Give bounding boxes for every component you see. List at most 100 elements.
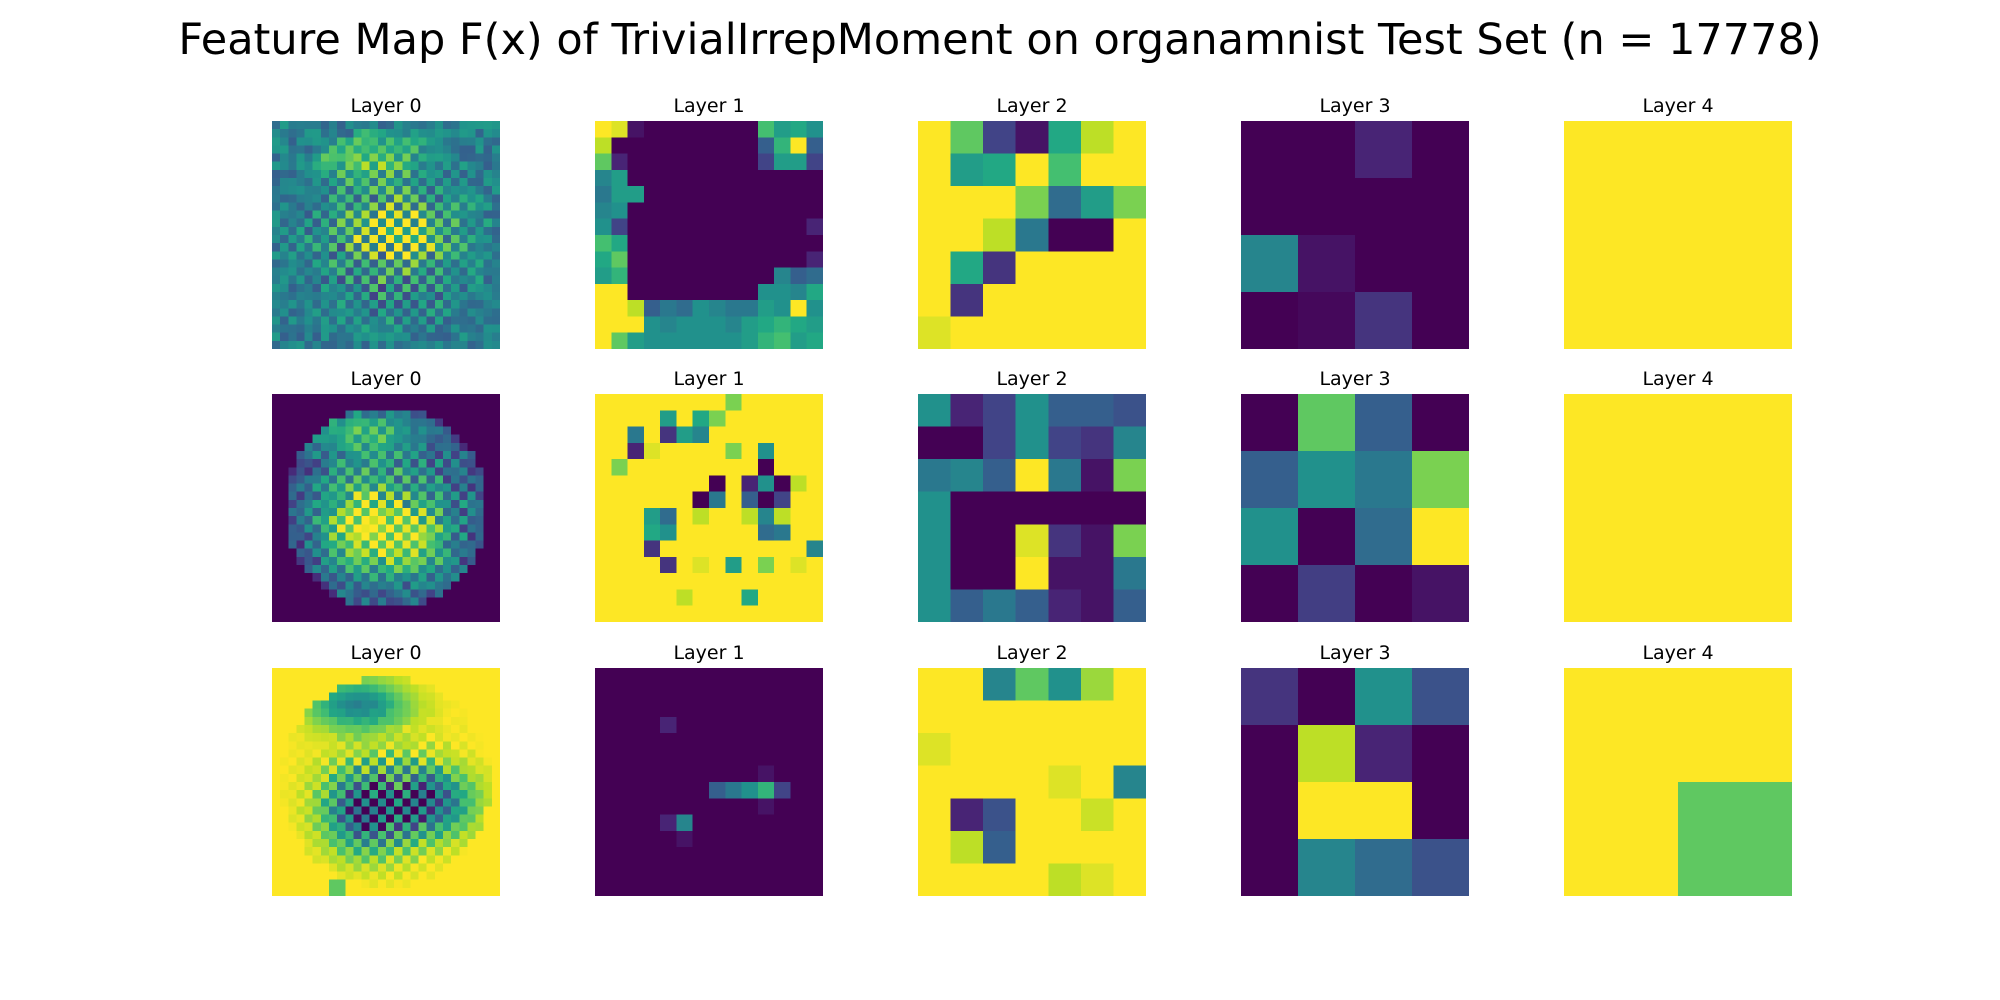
heatmap-cell [312,340,322,349]
heatmap-cell [660,394,677,411]
heatmap-cell [725,556,742,574]
heatmap-cell [304,708,313,718]
heatmap-cell [353,259,362,268]
heatmap-cell [918,394,952,428]
heatmap-cell [402,573,411,582]
heatmap-cell [725,235,742,252]
heatmap-cell [434,226,444,236]
heatmap-panel: Layer 1 [595,642,823,896]
heatmap-cell [337,292,346,301]
heatmap-cell [467,186,476,195]
heatmap-cell [418,218,427,228]
heatmap-cell [345,178,354,187]
heatmap-cell [312,316,322,325]
heatmap-cell [272,548,281,558]
heatmap-cell [329,275,338,285]
heatmap-cell [418,283,427,293]
heatmap-cell [369,402,379,411]
heatmap-cell [774,251,791,268]
heatmap-cell [369,499,379,509]
heatmap-cell [483,137,493,146]
heatmap-cell [595,137,612,154]
heatmap-cell [692,556,710,574]
heatmap-cell [434,340,444,349]
heatmap-cell [443,684,452,693]
heatmap-cell [353,300,362,309]
heatmap-cell [483,749,493,758]
heatmap-cell [345,749,354,758]
heatmap-cell [676,814,694,832]
heatmap-cell [709,267,726,285]
heatmap-cell [329,855,338,864]
heatmap-cell [1355,451,1414,510]
heatmap-cell [320,540,330,549]
heatmap-cell [475,605,484,615]
heatmap-cell [394,169,403,179]
heatmap-cell [345,483,354,492]
heatmap-cell [475,267,484,276]
heatmap-cell [418,153,427,162]
heatmap-cell [983,863,1017,896]
heatmap-cell [1048,153,1082,187]
heatmap-cell [369,483,379,492]
heatmap-cell [329,613,338,622]
heatmap-cell [757,700,775,718]
heatmap-image [595,121,823,349]
heatmap-cell [345,218,354,228]
heatmap-cell [288,426,297,435]
heatmap-cell [377,556,387,566]
heatmap-cell [790,863,808,881]
heatmap-cell [353,402,362,411]
heatmap-cell [790,524,808,541]
heatmap-cell [386,169,395,179]
heatmap-cell [418,251,427,260]
heatmap-cell [386,300,395,309]
heatmap-cell [272,251,281,260]
heatmap-cell [725,668,742,685]
heatmap-cell [280,324,289,333]
heatmap-cell [272,300,281,309]
heatmap-cell [451,129,460,138]
heatmap-cell [491,716,500,726]
heatmap-cell [337,475,346,484]
heatmap-cell [757,202,775,220]
heatmap-cell [353,243,362,252]
heatmap-cell [361,863,370,872]
heatmap-cell [595,153,612,171]
heatmap-cell [329,676,338,685]
heatmap-cell [280,267,289,276]
heatmap-cell [467,716,476,726]
heatmap-cell [320,863,330,872]
heatmap-cell [418,773,427,783]
heatmap-cell [1080,798,1115,832]
heatmap-cell [320,308,330,317]
heatmap-cell [459,613,468,622]
heatmap-cell [467,394,476,403]
heatmap-cell [611,491,628,509]
heatmap-cell [272,194,281,203]
heatmap-cell [353,700,362,709]
heatmap-cell [725,700,742,718]
heatmap-cell [757,332,775,349]
heatmap-cell [1015,153,1049,187]
heatmap-cell [1113,830,1146,865]
heatmap-cell [790,267,808,285]
heatmap-cell [369,121,379,130]
heatmap-cell [1080,765,1115,799]
heatmap-cell [443,442,452,452]
heatmap-cell [312,121,322,130]
heatmap-cell [337,243,346,252]
heatmap-cell [426,565,436,574]
heatmap-cell [272,668,281,677]
heatmap-cell [320,871,330,880]
heatmap-cell [329,259,338,268]
heatmap-cell [451,692,460,701]
heatmap-cell [418,540,427,549]
heatmap-cell [296,259,305,268]
heatmap-cell [426,499,436,509]
heatmap-cell [475,483,484,492]
heatmap-cell [272,749,281,758]
heatmap-cell [475,548,484,558]
heatmap-cell [377,426,387,435]
heatmap-cell [418,887,427,896]
